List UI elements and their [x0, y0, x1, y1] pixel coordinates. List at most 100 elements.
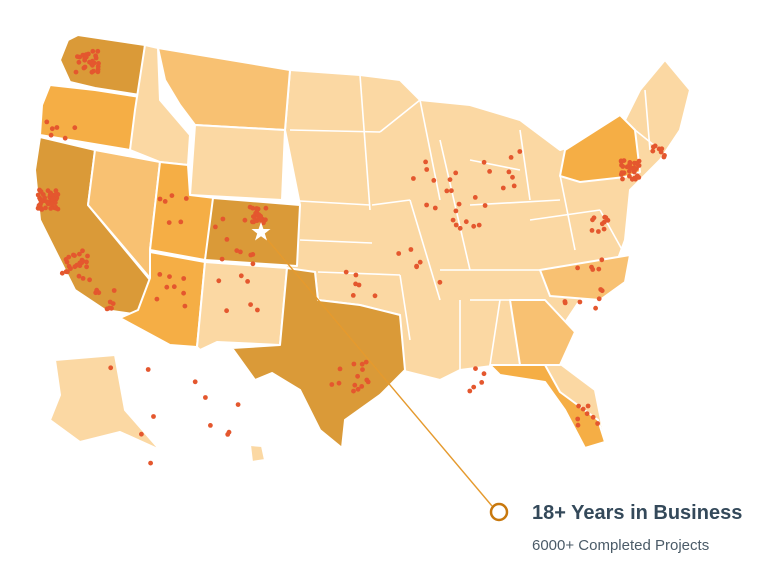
project-location-dot [37, 206, 43, 211]
project-location-dot [575, 416, 581, 422]
project-location-dot [432, 205, 438, 211]
project-location-dot [453, 170, 459, 176]
project-location-dot [372, 293, 378, 299]
project-location-dot [208, 423, 213, 428]
project-location-dot [351, 388, 356, 394]
project-location-dot [66, 263, 72, 269]
project-location-dot [593, 305, 598, 311]
project-location-dot [456, 201, 462, 207]
project-location-dot [224, 308, 230, 314]
state-border [439, 139, 471, 271]
project-location-dot [247, 204, 253, 210]
project-location-dot [510, 174, 515, 180]
project-location-dot [248, 302, 254, 307]
project-location-dot [62, 135, 68, 141]
project-location-dot [250, 261, 256, 267]
state-border [281, 199, 371, 206]
project-location-dot [76, 273, 82, 279]
state-border [644, 89, 651, 151]
project-location-dot [76, 59, 82, 65]
project-location-dot [48, 132, 54, 138]
project-location-dot [471, 384, 477, 390]
project-location-dot [447, 177, 453, 183]
project-location-dot [238, 249, 243, 255]
project-location-dot [82, 57, 88, 63]
project-location-dot [599, 221, 605, 227]
project-location-dot [154, 296, 160, 302]
project-location-dot [53, 188, 59, 194]
project-location-dot [87, 277, 92, 283]
project-location-dot [84, 259, 89, 265]
project-location-dot [53, 192, 58, 198]
project-location-dot [82, 64, 88, 70]
state-border [359, 74, 371, 211]
project-location-dot [77, 260, 83, 266]
project-location-dot [659, 146, 665, 152]
project-location-dot [234, 248, 240, 254]
project-location-dot [216, 278, 222, 284]
project-location-dot [96, 61, 101, 66]
project-location-dot [662, 153, 667, 158]
project-location-dot [337, 366, 343, 372]
project-location-dot [224, 237, 230, 242]
project-location-dot [596, 229, 601, 234]
project-location-dot [87, 59, 92, 65]
project-location-dot [252, 214, 257, 220]
project-location-dot [111, 288, 117, 293]
project-location-dot [627, 173, 632, 179]
project-location-dot [181, 290, 187, 296]
project-location-dot [238, 273, 244, 279]
state-border [529, 209, 601, 221]
state-mt [157, 47, 291, 131]
project-location-dot [164, 284, 170, 290]
project-location-dot [192, 379, 198, 385]
project-location-dot [167, 274, 172, 279]
project-location-dot [343, 269, 349, 275]
project-location-dot [449, 188, 454, 194]
project-location-dot [43, 205, 48, 211]
project-location-dot [166, 220, 172, 226]
project-location-dot [437, 279, 443, 285]
state-tx [231, 267, 406, 449]
state-border [289, 129, 381, 133]
state-co [204, 197, 301, 267]
state-border [399, 274, 411, 341]
project-location-dot [467, 388, 473, 394]
project-location-dot [80, 248, 85, 254]
project-location-dot [463, 219, 469, 225]
project-location-dot [651, 144, 656, 150]
project-location-dot [157, 196, 163, 202]
project-location-dot [44, 119, 50, 125]
project-location-dot [431, 178, 437, 183]
project-location-dot [352, 382, 358, 388]
project-location-dot [50, 196, 56, 201]
state-border [317, 271, 401, 276]
project-location-dot [49, 126, 55, 132]
project-location-dot [453, 208, 459, 214]
project-location-dot [590, 414, 596, 420]
completed-projects: 6000+ Completed Projects [532, 537, 710, 554]
project-location-dot [148, 460, 154, 466]
project-location-dot [85, 253, 90, 259]
project-location-dot [585, 403, 591, 409]
state-hi [249, 444, 266, 463]
project-location-dot [49, 201, 55, 207]
project-location-dot [182, 303, 188, 309]
project-location-dot [48, 206, 54, 211]
state-border [469, 159, 521, 171]
project-location-dot [107, 299, 113, 305]
project-location-dot [481, 371, 487, 377]
project-location-dot [408, 247, 414, 252]
project-location-dot [500, 185, 506, 191]
project-location-dot [487, 169, 492, 174]
project-location-dot [261, 220, 266, 226]
project-location-dot [457, 225, 463, 231]
project-location-dot [220, 216, 226, 222]
state-wy [189, 124, 286, 201]
project-location-dot [63, 269, 69, 275]
project-location-dot [396, 251, 402, 256]
project-location-dot [633, 161, 639, 166]
project-location-dot [89, 69, 95, 75]
project-location-dot [590, 217, 595, 223]
project-location-dot [162, 199, 168, 204]
